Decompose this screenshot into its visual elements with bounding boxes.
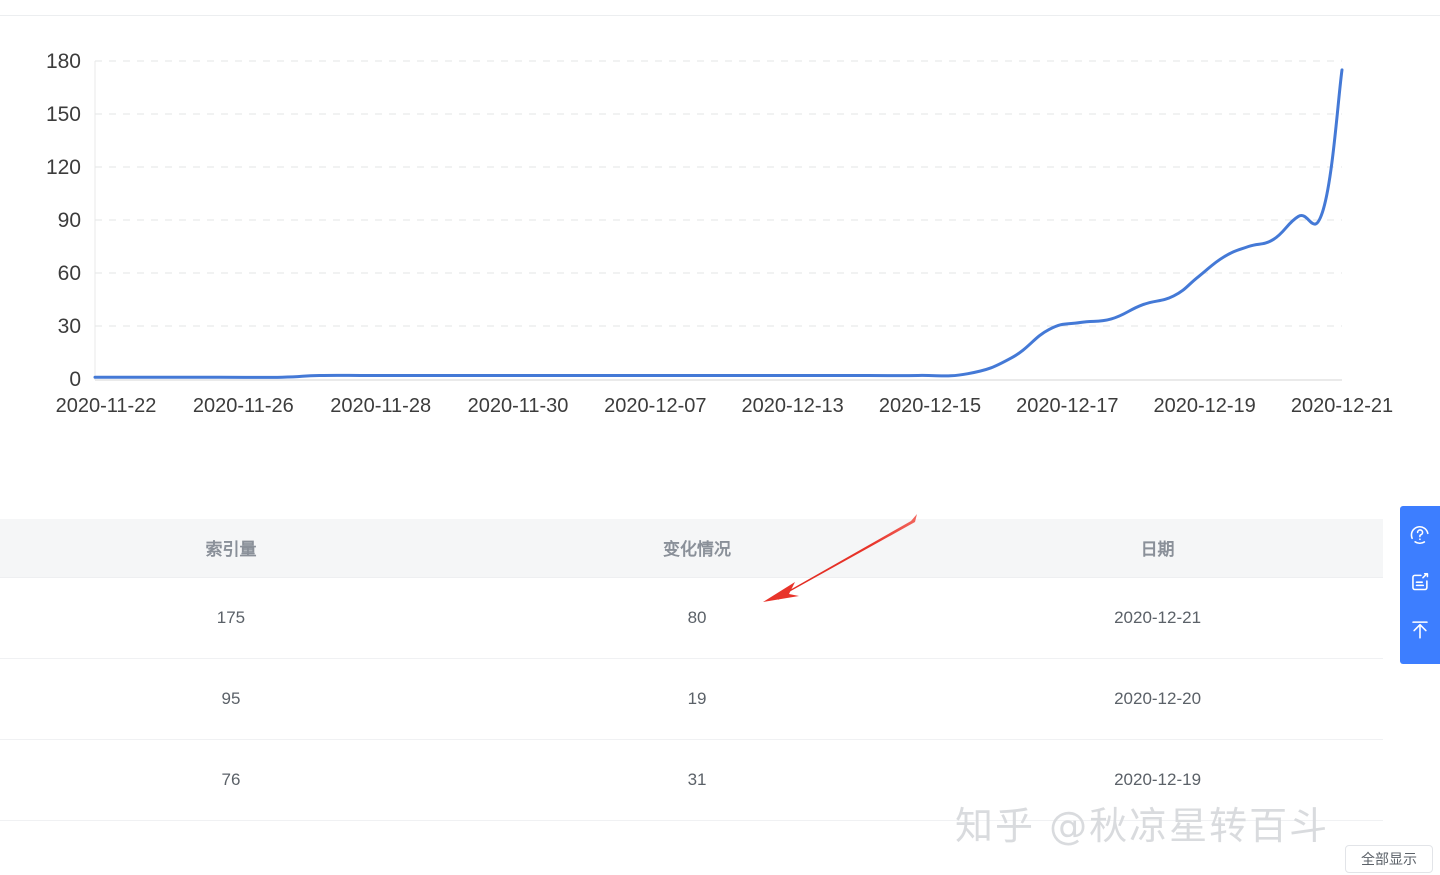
arrow-up-icon [1409,619,1431,646]
cell-date: 2020-12-19 [932,739,1383,821]
index-count-table: 索引量 变化情况 日期 175 80 2020-12-21 95 19 2020… [0,519,1383,821]
chart-y-tick-labels: 180 150 120 90 60 30 0 [46,50,81,391]
x-tick-label: 2020-12-13 [742,395,844,417]
x-tick-label: 2020-12-07 [604,395,706,417]
feedback-button[interactable] [1406,570,1434,600]
y-tick-label: 0 [69,368,81,391]
x-tick-label: 2020-12-15 [879,395,981,417]
x-tick-label: 2020-12-21 [1291,395,1393,417]
chart-x-tick-labels: 2020-11-22 2020-11-26 2020-11-28 2020-11-30… [56,395,1394,417]
table-header-row: 索引量 变化情况 日期 [0,519,1383,578]
cell-index-count: 76 [0,739,462,821]
cell-date: 2020-12-21 [932,577,1383,659]
back-to-top-button[interactable] [1406,617,1434,647]
chart-gridlines [95,60,1342,327]
table-body: 175 80 2020-12-21 95 19 2020-12-20 76 31… [0,577,1383,821]
x-tick-label: 2020-11-26 [193,395,294,417]
y-tick-label: 120 [46,156,81,179]
column-header-date[interactable]: 日期 [932,519,1383,578]
x-tick-label: 2020-11-28 [330,395,431,417]
x-tick-label: 2020-12-19 [1154,395,1256,417]
y-tick-label: 60 [58,262,81,285]
show-all-button[interactable]: 全部显示 [1345,845,1433,873]
y-tick-label: 150 [46,103,81,126]
cell-date: 2020-12-20 [932,658,1383,740]
cell-change: 31 [461,739,933,821]
column-header-index-count[interactable]: 索引量 [0,519,462,578]
chart-series-line [93,68,1344,379]
help-button[interactable] [1406,523,1434,553]
watermark: 知乎 @秋凉星转百斗 [955,804,1330,848]
feedback-form-icon [1409,571,1431,598]
x-tick-label: 2020-11-30 [468,395,569,417]
table-head: 索引量 变化情况 日期 [0,519,1383,578]
cell-index-count: 95 [0,658,462,740]
column-header-change[interactable]: 变化情况 [461,519,933,578]
y-tick-label: 90 [58,209,81,232]
y-tick-label: 30 [58,315,81,338]
x-tick-label: 2020-12-17 [1016,395,1118,417]
question-circle-icon [1409,524,1431,551]
x-tick-label: 2020-11-22 [56,395,157,417]
y-tick-label: 180 [46,50,81,73]
table-row: 95 19 2020-12-20 [0,658,1383,740]
table-row: 76 31 2020-12-19 [0,739,1383,821]
index-count-table-wrapper: 索引量 变化情况 日期 175 80 2020-12-21 95 19 2020… [0,519,1383,821]
cell-change: 19 [461,658,933,740]
top-divider [0,15,1440,16]
floating-side-toolbar [1400,506,1440,664]
cell-change: 80 [461,577,933,659]
cell-index-count: 175 [0,577,462,659]
index-count-line-chart: 180 150 120 90 60 30 0 2020-11-22 2020-11-26 202… [0,16,1440,441]
table-row: 175 80 2020-12-21 [0,577,1383,659]
